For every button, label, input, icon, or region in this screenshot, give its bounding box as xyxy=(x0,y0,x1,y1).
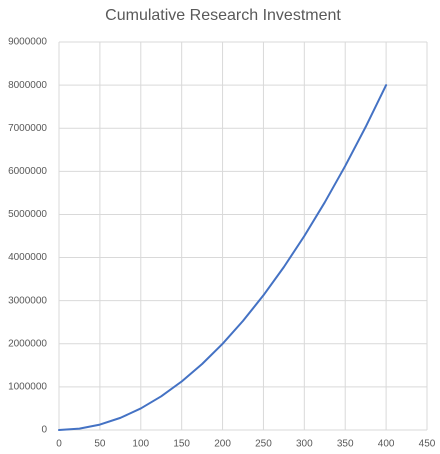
x-tick-label: 350 xyxy=(337,439,354,450)
y-tick-label: 3000000 xyxy=(8,295,47,306)
y-tick-label: 4000000 xyxy=(8,252,47,263)
y-tick-label: 6000000 xyxy=(8,166,47,177)
x-tick-label: 50 xyxy=(94,439,106,450)
y-tick-label: 0 xyxy=(41,425,47,436)
y-tick-label: 9000000 xyxy=(8,37,47,48)
x-tick-label: 250 xyxy=(255,439,272,450)
y-tick-label: 2000000 xyxy=(8,338,47,349)
y-tick-label: 1000000 xyxy=(8,382,47,393)
x-tick-label: 200 xyxy=(214,439,231,450)
x-tick-label: 450 xyxy=(419,439,436,450)
chart-title: Cumulative Research Investment xyxy=(105,7,341,24)
x-tick-label: 100 xyxy=(132,439,149,450)
x-tick-label: 300 xyxy=(296,439,313,450)
x-tick-label: 0 xyxy=(56,439,62,450)
y-tick-label: 8000000 xyxy=(8,80,47,91)
x-tick-label: 150 xyxy=(173,439,190,450)
y-tick-label: 7000000 xyxy=(8,123,47,134)
x-tick-label: 400 xyxy=(378,439,395,450)
y-tick-label: 5000000 xyxy=(8,209,47,220)
series-line xyxy=(58,84,388,431)
